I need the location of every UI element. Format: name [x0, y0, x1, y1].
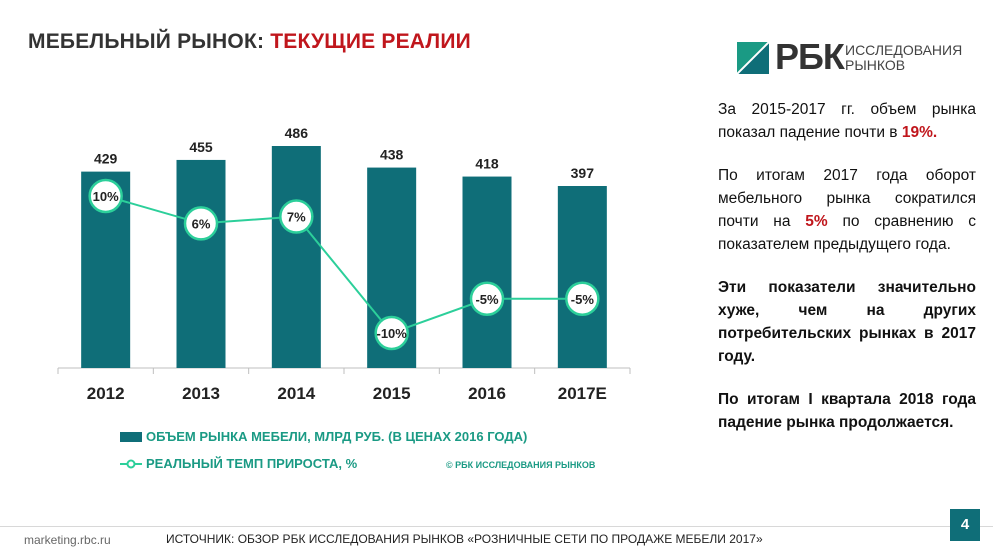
chart: 429 2012 455 2013 486 2014 438 2015 418 2016 397 20… [57, 125, 631, 403]
bar-value-label: 455 [189, 139, 213, 155]
summary-p2-text-a: По итогам 2017 года оборот мебельного ры… [718, 167, 976, 230]
growth-rate-label: -10% [376, 326, 407, 341]
bar-2017E [557, 186, 607, 368]
summary-p4-text: По итогам I квартала 2018 года падение р… [718, 391, 976, 431]
summary-paragraph-2: По итогам 2017 года оборот мебельного ры… [718, 164, 976, 256]
x-tick-label: 2016 [468, 384, 506, 403]
growth-rate-label: -5% [475, 292, 499, 307]
growth-rate-label: -5% [571, 292, 595, 307]
summary-paragraph-3: Эти показатели значительно хуже, чем на … [718, 276, 976, 368]
growth-rate-point [183, 206, 219, 241]
legend-line: РЕАЛЬНЫЙ ТЕМП ПРИРОСТА, % [120, 456, 357, 471]
growth-rate-label: 10% [93, 189, 119, 204]
logo-sub-line1: ИССЛЕДОВАНИЯ [845, 42, 963, 58]
legend-bars: ОБЪЕМ РЫНКА МЕБЕЛИ, МЛРД РУБ. (В ЦЕНАХ 2… [120, 429, 527, 444]
summary-p1-text: За 2015-2017 гг. объем рынка показал пад… [718, 101, 976, 141]
bar-2013 [176, 159, 226, 368]
summary-paragraph-1: За 2015-2017 гг. объем рынка показал пад… [718, 98, 976, 144]
page-title: МЕБЕЛЬНЫЙ РЫНОК: ТЕКУЩИЕ РЕАЛИИ [28, 30, 471, 54]
x-tick-label: 2013 [182, 384, 220, 403]
logo-sub-line2: РЫНКОВ [845, 57, 906, 73]
growth-rate-point [374, 315, 409, 351]
x-tick-label: 2017E [558, 384, 607, 403]
summary-p3-text: Эти показатели значительно хуже, чем на … [718, 279, 976, 365]
summary-p2-highlight: 5% [805, 213, 828, 230]
bar-value-label: 397 [571, 165, 595, 181]
summary-p1-highlight: 19%. [901, 124, 938, 141]
summary-p2-text-c: по сравнению с показателем предыдущего г… [718, 213, 976, 253]
growth-rate-point [88, 178, 123, 214]
growth-rate-label: 6% [192, 216, 211, 231]
summary-paragraph-4: По итогам I квартала 2018 года падение р… [718, 388, 976, 434]
growth-rate-point [565, 281, 600, 316]
title-prefix: МЕБЕЛЬНЫЙ РЫНОК: [28, 30, 265, 53]
page-number: 4 [950, 509, 980, 541]
bar-value-label: 438 [380, 147, 404, 163]
footer-site: marketing.rbc.ru [24, 533, 111, 547]
rbc-logo-mark-icon [737, 42, 769, 74]
footer-divider [0, 526, 993, 527]
title-accent: ТЕКУЩИЕ РЕАЛИИ [270, 30, 471, 53]
x-tick-label: 2012 [87, 384, 125, 403]
legend-line-label: РЕАЛЬНЫЙ ТЕМП ПРИРОСТА, % [146, 456, 358, 471]
x-tick-label: 2015 [373, 384, 411, 403]
legend-bar-swatch [120, 432, 142, 442]
bar-value-label: 486 [285, 125, 309, 141]
bar-value-label: 429 [94, 151, 118, 167]
growth-rate-point [469, 281, 505, 316]
summary-text: За 2015-2017 гг. объем рынка показал пад… [718, 98, 976, 454]
logo-name: РБК [775, 36, 845, 77]
chart-copyright: © РБК ИССЛЕДОВАНИЯ РЫНКОВ [446, 460, 596, 470]
legend-line-swatch [120, 459, 142, 469]
growth-rate-label: 7% [287, 210, 306, 225]
bar-value-label: 418 [475, 156, 499, 172]
logo-subtitle: ИССЛЕДОВАНИЯ РЫНКОВ [845, 43, 962, 73]
footer-source: ИСТОЧНИК: ОБЗОР РБК ИССЛЕДОВАНИЯ РЫНКОВ … [166, 532, 763, 546]
bar-2016 [462, 176, 512, 368]
x-tick-label: 2014 [277, 384, 315, 403]
growth-rate-point [279, 199, 314, 234]
bar-2014 [271, 146, 321, 368]
legend-bar-label: ОБЪЕМ РЫНКА МЕБЕЛИ, МЛРД РУБ. (В ЦЕНАХ 2… [146, 429, 528, 444]
rbc-logo: РБК ИССЛЕДОВАНИЯ РЫНКОВ [737, 36, 977, 80]
